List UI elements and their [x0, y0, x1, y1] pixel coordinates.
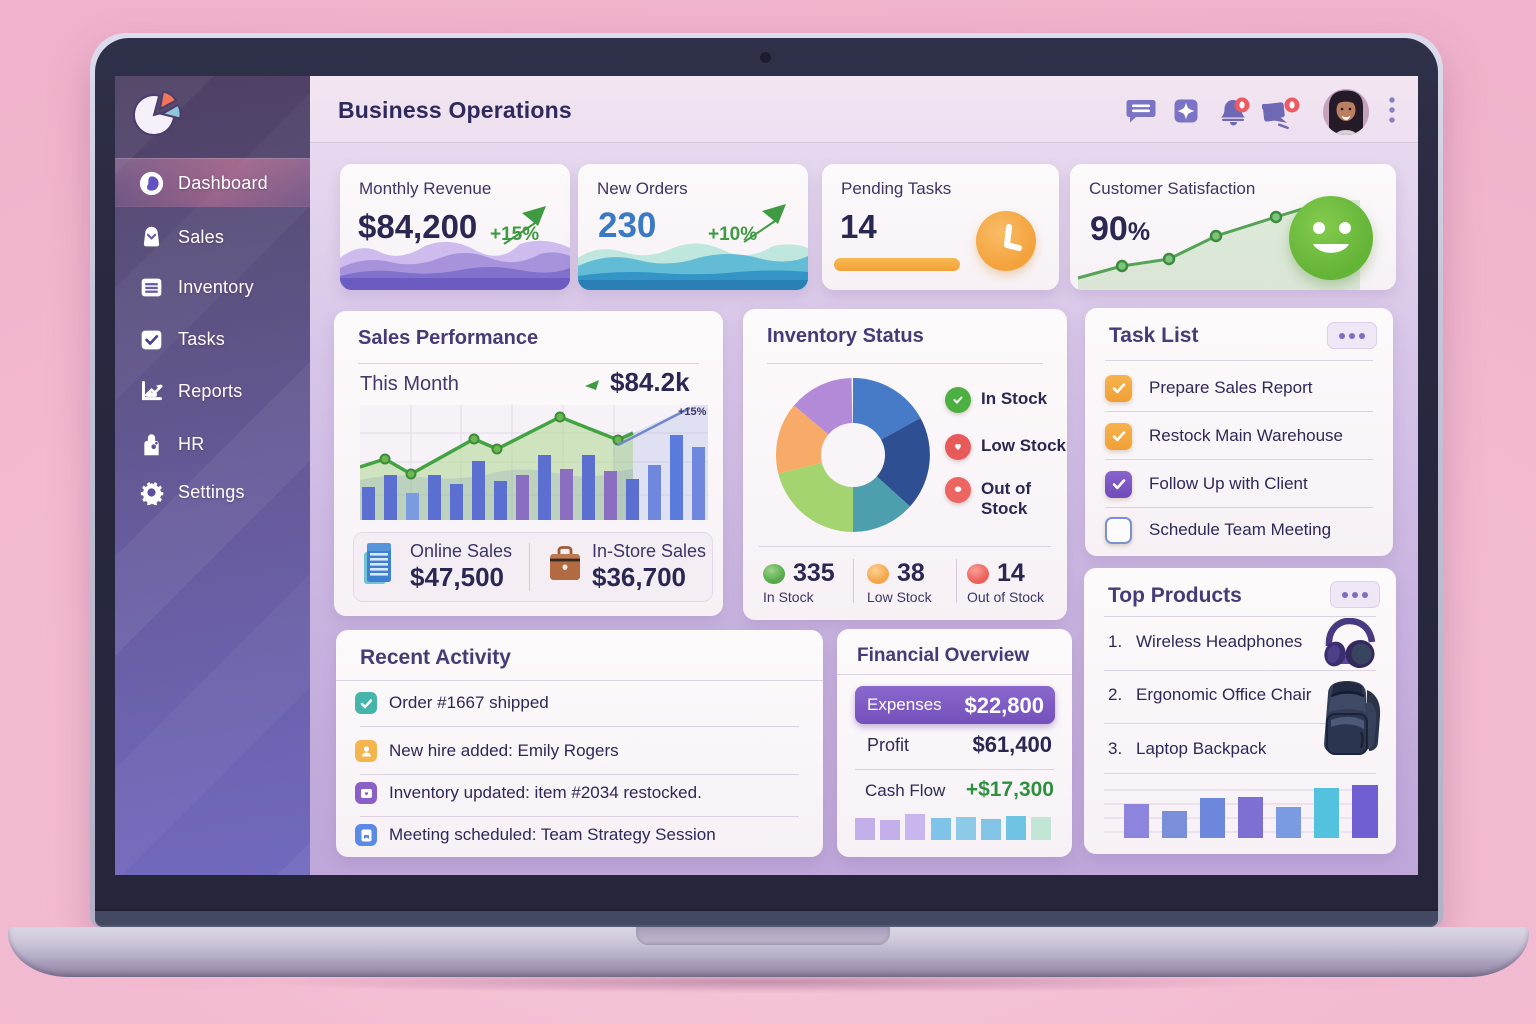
svg-text:+15%: +15% — [678, 406, 707, 418]
